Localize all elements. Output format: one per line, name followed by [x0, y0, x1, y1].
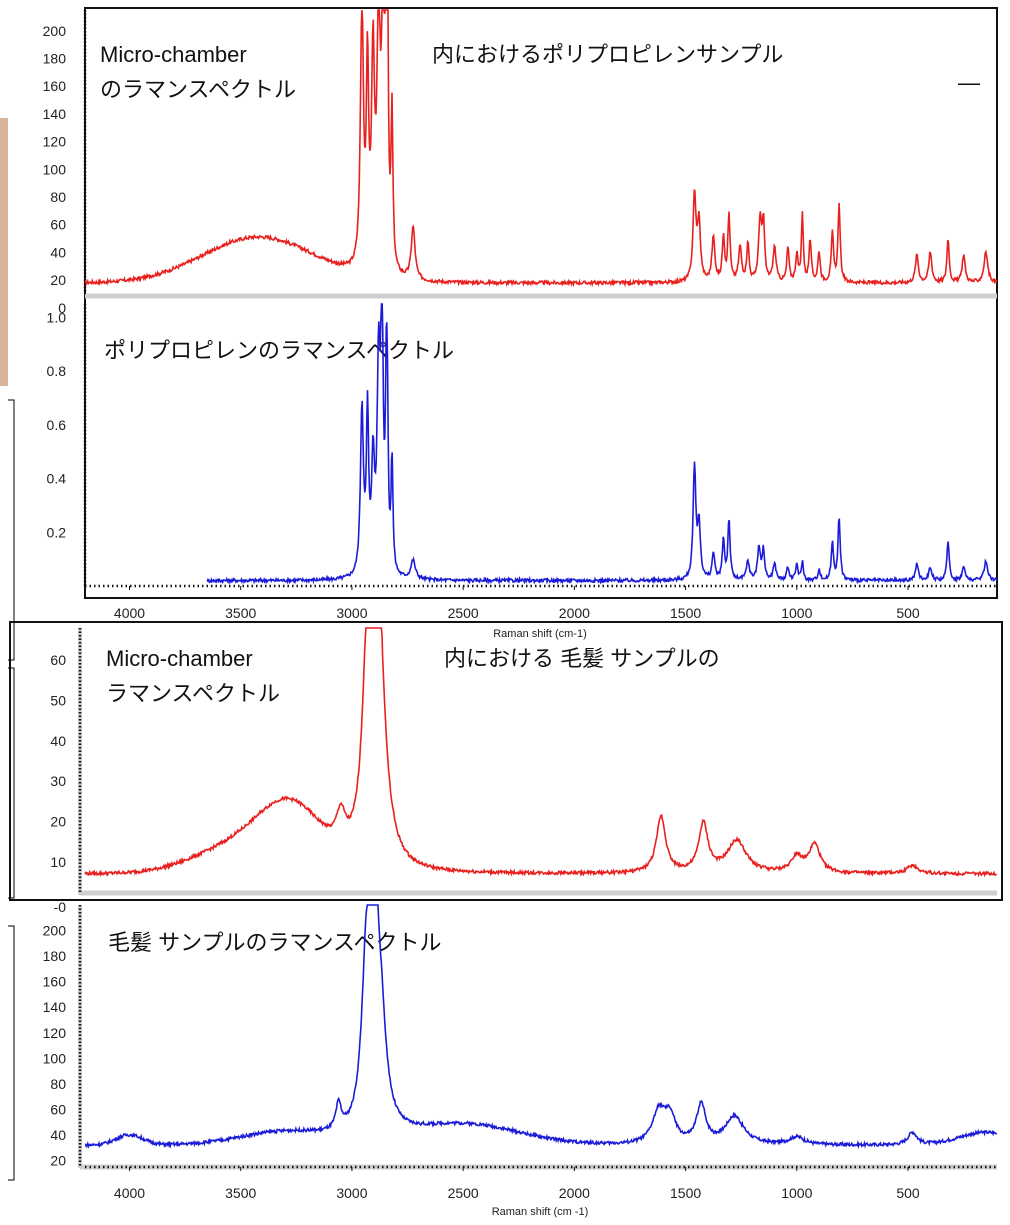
y-tick-label: 160 [43, 78, 67, 94]
y-tick-label: 100 [43, 1050, 67, 1066]
y-tick-label: 160 [43, 974, 67, 990]
y-tick-label: 60 [50, 1101, 66, 1117]
spectrum-line [84, 9, 998, 288]
panel-title-line2: のラマンスペクトル [100, 77, 296, 102]
panel-title-right: 内におけるポリプロピレンサンプル [432, 42, 783, 67]
y-tick-label: 0.2 [47, 524, 67, 540]
left-edge-strip [0, 118, 8, 386]
x-tick-label: 3500 [225, 605, 256, 621]
y-tick-label: 40 [50, 244, 66, 260]
y-tick-zero: -0 [54, 899, 67, 915]
y-tick-label: 180 [43, 948, 67, 964]
y-tick-label: 180 [43, 50, 67, 66]
y-tick-label: 140 [43, 999, 67, 1015]
y-tick-label: 40 [50, 733, 66, 749]
x-tick-label: 500 [896, 1185, 920, 1201]
x-tick-label: 1000 [781, 605, 812, 621]
x-tick-label: 4000 [114, 605, 145, 621]
x-tick-label: 1500 [670, 605, 701, 621]
panel-title: ポリプロピレンのラマンスペクトル [104, 338, 454, 363]
y-tick-label: 60 [50, 217, 66, 233]
y-tick-label: 200 [43, 923, 67, 939]
panel-dash: — [958, 70, 980, 95]
panel-title: 毛髪 サンプルのラマンスペクトル [108, 930, 441, 955]
y-tick-label: 40 [50, 1127, 66, 1143]
y-tick-label: 100 [43, 161, 67, 177]
x-tick-label: 2500 [448, 1185, 479, 1201]
y-tick-label: 0.6 [47, 417, 67, 433]
pp-micro-chamber-panel: Micro-chamber のラマンスペクトル 内におけるポリプロピレンサンプル… [43, 9, 998, 299]
hair-reference-panel: 毛髪 サンプルのラマンスペクトル Raman shift (cm -1) 200… [43, 904, 998, 1218]
x-tick-label: 1500 [670, 1185, 701, 1201]
y-tick-label: 30 [50, 773, 66, 789]
y-tick-label: 20 [50, 272, 66, 288]
panel-title-right: 内における 毛髪 サンプルの [444, 646, 720, 671]
x-tick-label: 1000 [781, 1185, 812, 1201]
y-tick-label: 80 [50, 1076, 66, 1092]
upper-figure-frame [84, 7, 998, 599]
y-tick-label: 120 [43, 1025, 67, 1041]
x-axis-label: Raman shift (cm-1) [493, 628, 587, 640]
y-tick-label: 50 [50, 693, 66, 709]
spectrum-line [84, 904, 998, 1150]
y-tick-label: 60 [50, 652, 66, 668]
y-tick-label: 20 [50, 813, 66, 829]
pp-reference-panel: 0 ポリプロピレンのラマンスペクトル Raman shift (cm-1) 1.… [47, 300, 998, 640]
x-tick-label: 3000 [336, 605, 367, 621]
y-tick-label: 0.4 [47, 471, 67, 487]
x-tick-label: 2000 [559, 605, 590, 621]
spectrum-line [206, 303, 998, 586]
y-tick-label: 80 [50, 189, 66, 205]
hair-micro-chamber-panel: Micro-chamber ラマンスペクトル 内における 毛髪 サンプルの -0… [50, 627, 997, 915]
y-tick-label: 120 [43, 134, 67, 150]
panel-title-line1: Micro-chamber [100, 42, 247, 67]
left-edge-bracket [8, 925, 15, 1181]
y-tick-label: 10 [50, 854, 66, 870]
x-tick-label: 2500 [448, 605, 479, 621]
y-tick-label: 0.8 [47, 363, 67, 379]
x-tick-label: 2000 [559, 1185, 590, 1201]
y-tick-zero: 0 [58, 300, 66, 316]
y-tick-label: 200 [43, 23, 67, 39]
spectrum-line [84, 627, 997, 878]
x-tick-label: 3500 [225, 1185, 256, 1201]
x-tick-label: 500 [896, 605, 920, 621]
x-axis-label: Raman shift (cm -1) [492, 1206, 589, 1218]
y-tick-label: 20 [50, 1153, 66, 1169]
y-tick-label: 140 [43, 106, 67, 122]
x-tick-label: 4000 [114, 1185, 145, 1201]
x-tick-label: 3000 [336, 1185, 367, 1201]
y-tick-label: 1.0 [47, 309, 67, 325]
panel-title-line1: Micro-chamber [106, 646, 253, 671]
panel-title-line2: ラマンスペクトル [106, 681, 280, 706]
